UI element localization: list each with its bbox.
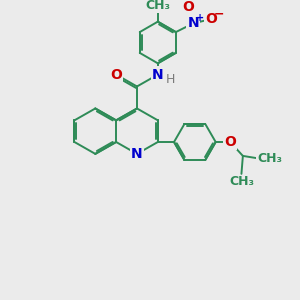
Text: N: N [188,16,199,30]
Text: O: O [224,135,236,149]
Text: CH₃: CH₃ [145,0,170,12]
Text: O: O [205,12,217,26]
Text: −: − [214,7,224,20]
Text: N: N [131,147,143,161]
Text: CH₃: CH₃ [229,176,254,188]
Text: O: O [110,68,122,82]
Text: O: O [182,0,194,14]
Text: CH₃: CH₃ [257,152,282,165]
Text: N: N [152,68,164,82]
Text: H: H [165,73,175,86]
Text: +: + [196,13,204,22]
